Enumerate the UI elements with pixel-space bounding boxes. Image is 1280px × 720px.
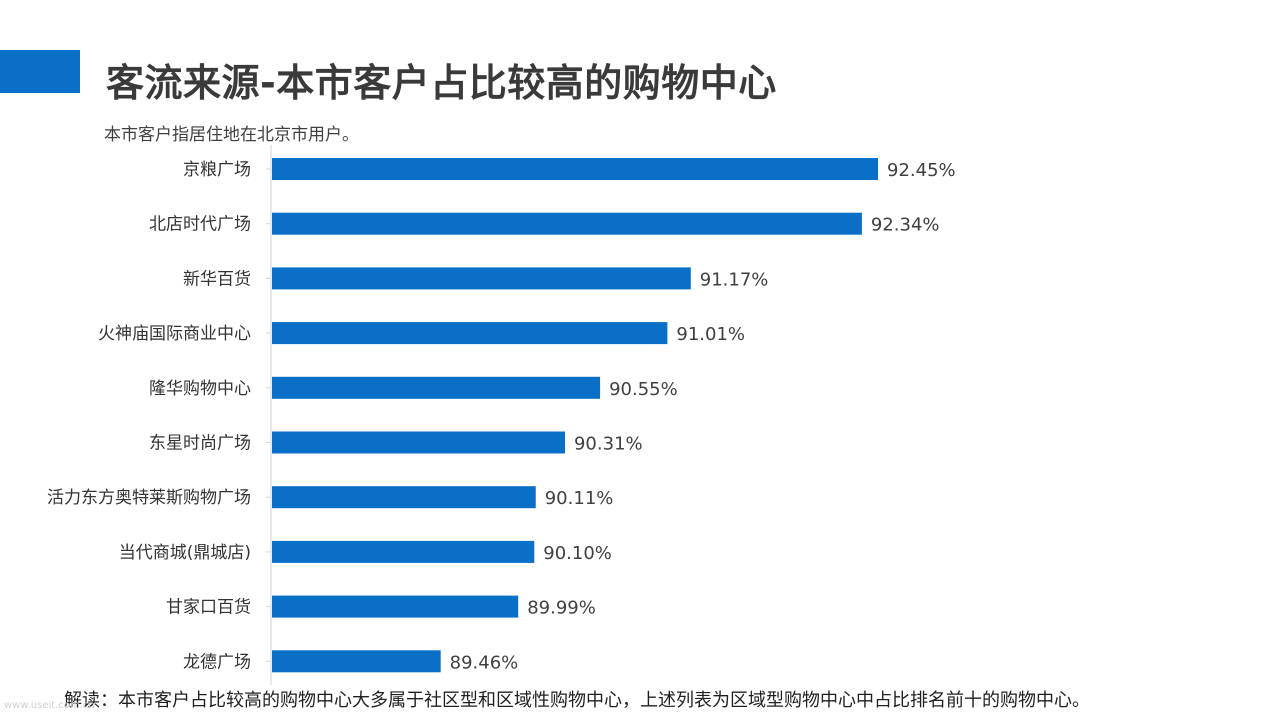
bar (272, 595, 519, 618)
category-label: 当代商城(鼎城店) (119, 543, 251, 563)
value-label: 91.17% (700, 269, 769, 290)
value-label: 90.10% (543, 543, 612, 564)
value-label: 90.55% (609, 379, 678, 400)
bar (272, 486, 536, 509)
title-accent-bar (0, 50, 80, 93)
value-label: 89.46% (450, 652, 519, 673)
interpretation-footnote: 解读：本市客户占比较高的购物中心大多属于社区型和区域性购物中心，上述列表为区域型… (64, 690, 1090, 711)
category-label: 活力东方奥特莱斯购物广场 (47, 488, 251, 508)
bar (272, 212, 862, 235)
category-label: 龙德广场 (183, 652, 251, 672)
category-label: 北店时代广场 (149, 215, 251, 235)
bar (272, 650, 441, 673)
category-label: 新华百货 (183, 269, 251, 289)
value-label: 90.31% (574, 434, 643, 455)
slide-title: 客流来源-本市客户占比较高的购物中心 (106, 61, 777, 105)
watermark: www.useit.com.cn (4, 700, 95, 711)
bar (272, 158, 878, 180)
bar (272, 540, 535, 563)
value-label: 92.34% (871, 215, 940, 236)
value-label: 89.99% (527, 598, 596, 619)
value-label: 91.01% (676, 324, 745, 345)
bar (272, 376, 601, 399)
bar (272, 431, 565, 454)
bar (272, 267, 691, 290)
bar (272, 322, 668, 345)
value-label: 92.45% (887, 160, 956, 181)
value-label: 90.11% (545, 488, 614, 509)
category-label: 东星时尚广场 (149, 434, 251, 454)
category-label: 京粮广场 (183, 160, 251, 180)
category-label: 火神庙国际商业中心 (98, 324, 251, 344)
category-label: 隆华购物中心 (149, 379, 251, 399)
category-label: 甘家口百货 (166, 598, 251, 618)
slide-subtitle: 本市客户指居住地在北京市用户。 (104, 125, 359, 145)
